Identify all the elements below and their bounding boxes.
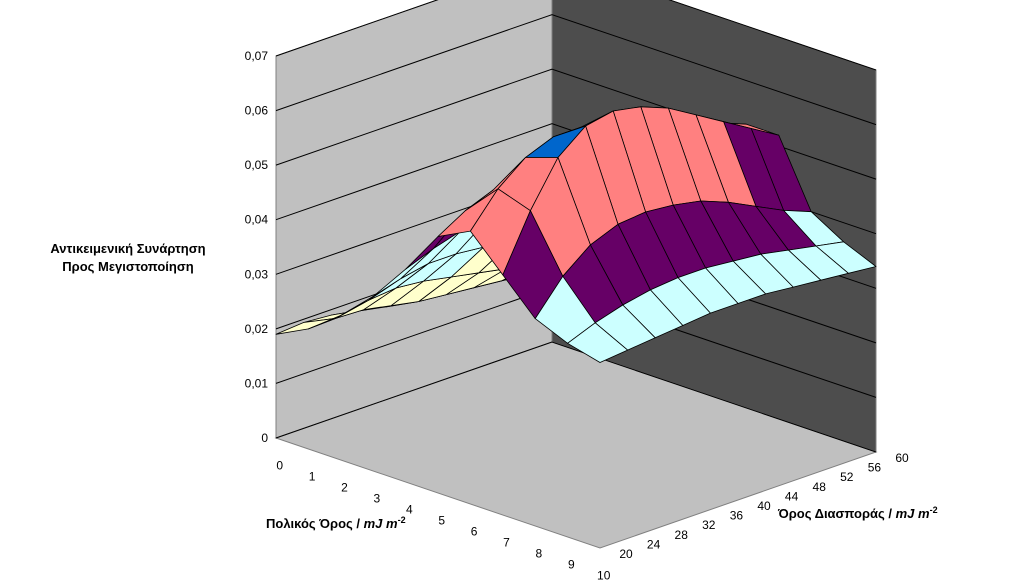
y-axis-ticks: 20 24 28 32 36 40 44 48 52 56 60 bbox=[619, 451, 909, 561]
y-tick-label: 24 bbox=[647, 537, 661, 551]
x-axis-title-unit: mJ m bbox=[364, 516, 398, 531]
x-tick-label: 1 bbox=[309, 469, 316, 483]
z-axis-title-line1: Αντικειμενική Συνάρτηση bbox=[50, 241, 205, 256]
y-tick-label: 40 bbox=[757, 499, 771, 513]
z-tick-label: 0,05 bbox=[245, 158, 269, 172]
x-tick-label: 2 bbox=[341, 480, 348, 494]
z-tick-label: 0,03 bbox=[245, 267, 269, 281]
x-axis-title-text: Πολικός Όρος bbox=[266, 516, 353, 531]
y-tick-label: 36 bbox=[730, 509, 744, 523]
y-axis-title-unit: mJ m bbox=[896, 506, 930, 521]
y-tick-label: 52 bbox=[840, 470, 854, 484]
x-axis-title-exponent: -2 bbox=[398, 515, 406, 525]
x-tick-label: 7 bbox=[503, 535, 510, 549]
y-tick-label: 32 bbox=[702, 518, 716, 532]
y-tick-label: 44 bbox=[785, 489, 799, 503]
y-tick-label: 20 bbox=[619, 547, 633, 561]
z-axis-title-line2: Προς Μεγιστοποίηση bbox=[62, 259, 193, 274]
y-tick-label: 60 bbox=[895, 451, 909, 465]
gridline-z-6 bbox=[275, 14, 877, 126]
gridline-z-0 bbox=[275, 341, 877, 453]
y-axis-title: Όρος Διασποράς / mJ m-2 bbox=[777, 505, 938, 521]
z-tick-label: 0,07 bbox=[245, 49, 269, 63]
x-axis-title: Πολικός Όρος / mJ m-2 bbox=[266, 515, 406, 531]
x-tick-label: 6 bbox=[471, 524, 478, 538]
x-tick-label: 9 bbox=[568, 557, 575, 571]
gridline-z-7 bbox=[275, 0, 877, 71]
z-tick-label: 0,02 bbox=[245, 322, 269, 336]
y-tick-label: 28 bbox=[675, 528, 689, 542]
x-tick-label: 4 bbox=[406, 502, 413, 516]
surface-mesh bbox=[275, 106, 877, 363]
z-tick-label: 0,06 bbox=[245, 104, 269, 118]
x-tick-label: 3 bbox=[374, 491, 381, 505]
y-tick-label: 48 bbox=[813, 480, 827, 494]
y-axis-title-exponent: -2 bbox=[930, 505, 938, 515]
x-axis-ticks: 0 1 2 3 4 5 6 7 8 9 10 bbox=[276, 458, 610, 582]
z-tick-label: 0,01 bbox=[245, 376, 269, 390]
z-tick-label: 0 bbox=[261, 431, 268, 445]
z-tick-label: 0,04 bbox=[245, 213, 269, 227]
surface-cell-9-0 bbox=[567, 322, 628, 363]
x-tick-label: 10 bbox=[597, 568, 611, 582]
x-tick-label: 8 bbox=[536, 546, 543, 560]
y-tick-label: 56 bbox=[868, 461, 882, 475]
y-axis-title-text: Όρος Διασποράς bbox=[777, 506, 885, 521]
x-tick-label: 5 bbox=[438, 513, 445, 527]
z-axis-ticks: 0 0,01 0,02 0,03 0,04 0,05 0,06 0,07 bbox=[245, 49, 269, 445]
x-tick-label: 0 bbox=[276, 458, 283, 472]
